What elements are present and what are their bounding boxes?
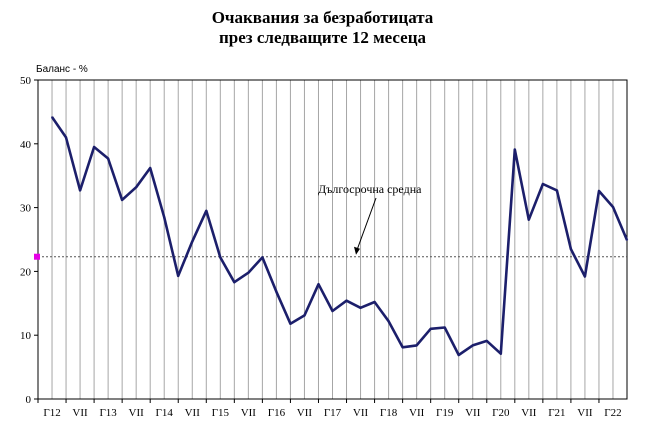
- x-tick-label: Г19: [436, 407, 454, 419]
- x-tick-label: VII: [409, 407, 425, 419]
- data-point: [584, 275, 586, 278]
- y-tick-label: 50: [20, 75, 32, 87]
- data-point: [93, 146, 95, 148]
- data-point: [149, 167, 151, 169]
- x-tick-label: Г16: [268, 407, 286, 419]
- data-point: [415, 344, 418, 347]
- x-tick-label: Г13: [99, 407, 117, 419]
- data-point: [275, 291, 278, 293]
- data-point: [570, 248, 572, 250]
- data-point: [135, 186, 137, 188]
- data-point: [457, 354, 460, 356]
- data-point: [471, 344, 474, 347]
- data-point: [443, 326, 446, 329]
- vertical-gridlines: [51, 80, 614, 399]
- data-point: [345, 299, 348, 302]
- data-point: [331, 310, 334, 312]
- series-line: [50, 116, 629, 357]
- x-tick-label: VII: [241, 407, 257, 419]
- data-point: [401, 346, 404, 349]
- data-point: [79, 189, 81, 192]
- chart-title-line1: Очаквания за безработицата: [211, 8, 434, 27]
- data-point: [373, 301, 376, 303]
- x-tick-label: VII: [297, 407, 313, 419]
- data-point: [65, 136, 67, 139]
- chart-title-line2: през следващите 12 месеца: [218, 28, 427, 47]
- data-point: [233, 281, 236, 284]
- data-point: [429, 328, 432, 330]
- series-group: [50, 116, 629, 357]
- y-axis: 0 10 20 30 40 50: [20, 75, 38, 406]
- x-tick-label: VII: [577, 407, 593, 419]
- x-tick-label: VII: [129, 407, 145, 419]
- chart-title: Очаквания за безработицата през следващи…: [0, 8, 645, 48]
- x-tick-label: Г17: [324, 407, 342, 419]
- x-axis: Г12 VII Г13 VII Г14 VII Г15 VII Г16 VII Г17 VII Г18 V…: [37, 399, 622, 419]
- y-tick-label: 30: [20, 203, 32, 215]
- data-point: [191, 240, 194, 243]
- annotation-arrow-head: [354, 246, 360, 255]
- x-tick-label: Г12: [43, 407, 60, 419]
- data-point: [486, 340, 488, 342]
- x-tick-label: VII: [521, 407, 537, 419]
- data-point: [303, 314, 306, 317]
- data-point: [359, 307, 362, 309]
- data-point: [528, 218, 530, 221]
- y-tick-label: 10: [20, 330, 32, 342]
- data-point: [612, 206, 614, 208]
- data-point: [177, 275, 179, 277]
- data-point: [387, 320, 390, 323]
- x-tick-label: VII: [465, 407, 481, 419]
- data-point: [500, 352, 502, 355]
- x-tick-label: Г21: [548, 407, 565, 419]
- data-point: [556, 189, 558, 192]
- data-point: [51, 116, 53, 118]
- x-tick-label: Г20: [492, 407, 510, 419]
- annotation-arrow-line: [355, 197, 377, 253]
- x-tick-label: VII: [72, 407, 88, 419]
- data-point: [205, 210, 208, 212]
- data-point: [261, 256, 264, 259]
- y-tick-label: 0: [26, 394, 32, 406]
- long-term-average-marker: [34, 253, 40, 260]
- data-point: [219, 256, 222, 259]
- x-tick-label: Г22: [604, 407, 621, 419]
- x-tick-label: VII: [185, 407, 201, 419]
- data-point: [598, 190, 600, 192]
- data-point: [514, 148, 516, 151]
- data-point: [542, 183, 544, 185]
- data-point: [163, 216, 165, 218]
- x-tick-label: Г18: [380, 407, 398, 419]
- long-term-average-label: Дългосрочна средна: [318, 182, 422, 196]
- data-point: [289, 322, 292, 325]
- data-point: [247, 271, 250, 274]
- data-point: [317, 283, 320, 286]
- x-tick-label: Г14: [156, 407, 174, 419]
- y-axis-label: Баланс - %: [36, 64, 88, 75]
- x-tick-label: Г15: [212, 407, 230, 419]
- x-tick-label: VII: [353, 407, 369, 419]
- y-tick-label: 40: [20, 139, 32, 151]
- reference-line: Дългосрочна средна: [34, 182, 627, 260]
- y-tick-label: 20: [20, 266, 32, 278]
- data-point: [107, 157, 109, 160]
- data-point: [121, 199, 123, 201]
- data-point: [626, 239, 628, 241]
